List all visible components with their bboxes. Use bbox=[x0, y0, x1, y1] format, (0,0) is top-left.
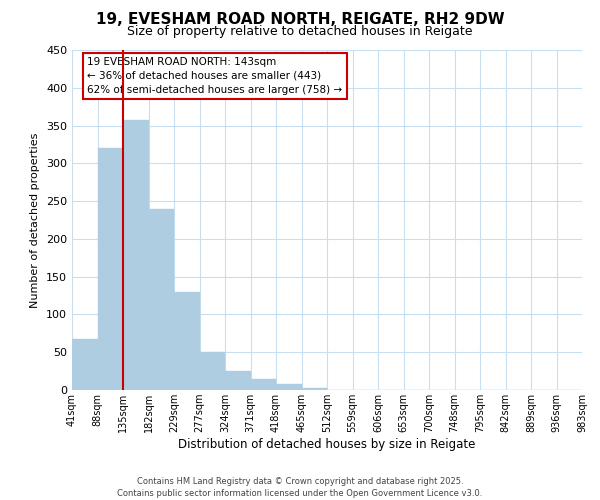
Bar bbox=[174, 292, 199, 390]
Bar bbox=[97, 148, 123, 390]
Bar bbox=[149, 208, 174, 390]
Bar bbox=[123, 120, 149, 390]
Bar bbox=[251, 380, 276, 390]
Text: Size of property relative to detached houses in Reigate: Size of property relative to detached ho… bbox=[127, 25, 473, 38]
Bar bbox=[302, 388, 327, 390]
Y-axis label: Number of detached properties: Number of detached properties bbox=[31, 132, 40, 308]
Text: 19 EVESHAM ROAD NORTH: 143sqm
← 36% of detached houses are smaller (443)
62% of : 19 EVESHAM ROAD NORTH: 143sqm ← 36% of d… bbox=[88, 57, 343, 95]
Bar bbox=[225, 371, 251, 390]
X-axis label: Distribution of detached houses by size in Reigate: Distribution of detached houses by size … bbox=[178, 438, 476, 451]
Bar bbox=[72, 340, 97, 390]
Text: 19, EVESHAM ROAD NORTH, REIGATE, RH2 9DW: 19, EVESHAM ROAD NORTH, REIGATE, RH2 9DW bbox=[95, 12, 505, 28]
Bar bbox=[276, 384, 302, 390]
Text: Contains HM Land Registry data © Crown copyright and database right 2025.
Contai: Contains HM Land Registry data © Crown c… bbox=[118, 476, 482, 498]
Bar bbox=[199, 352, 225, 390]
